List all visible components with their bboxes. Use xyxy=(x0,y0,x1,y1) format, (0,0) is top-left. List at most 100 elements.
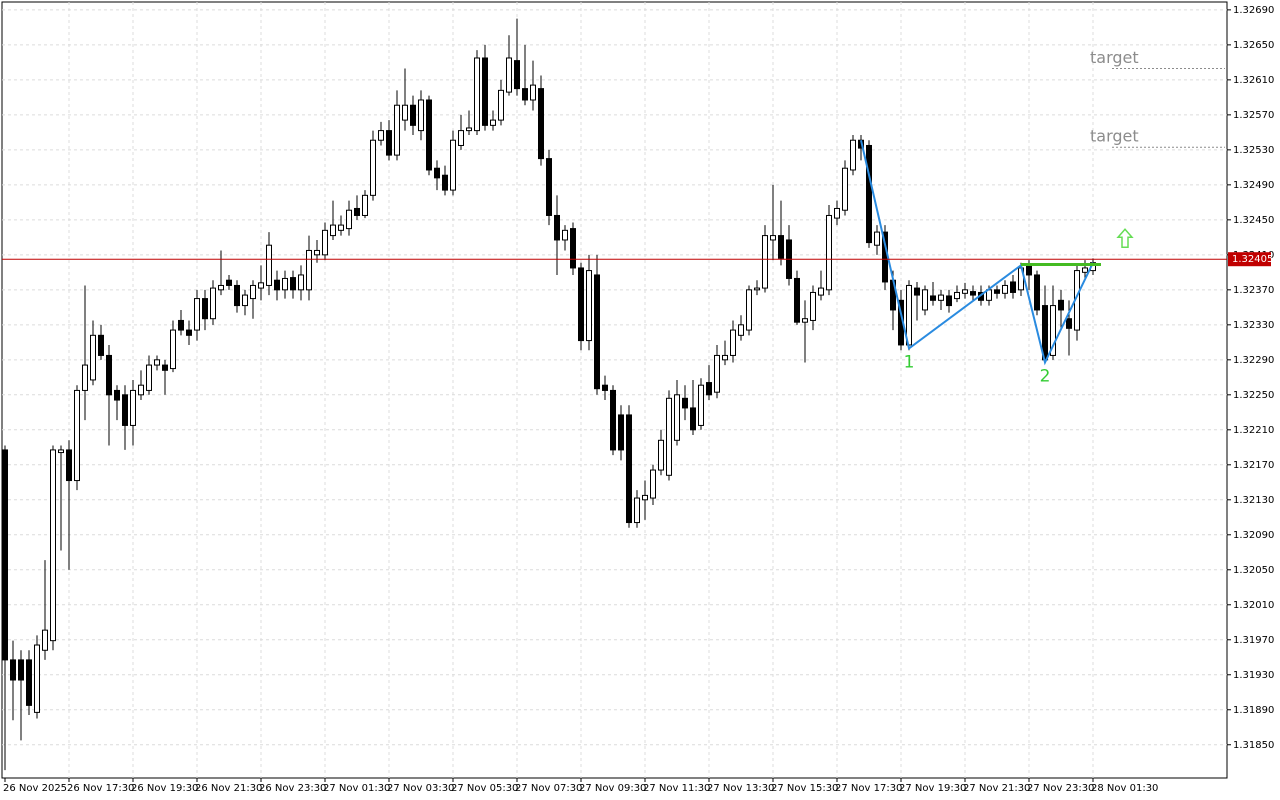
candle-body xyxy=(754,287,760,291)
candle-body xyxy=(586,270,592,342)
y-tick-label: 1.32610 xyxy=(1233,75,1274,86)
target-label: target xyxy=(1090,127,1139,146)
candle-body xyxy=(554,214,560,241)
candle-body xyxy=(658,439,664,471)
candle-body xyxy=(874,231,880,246)
x-tick-label: 28 Nov 01:30 xyxy=(1091,783,1158,794)
candle-body xyxy=(1082,267,1088,273)
candle-body xyxy=(474,57,480,132)
target-label: target xyxy=(1090,48,1139,67)
candle-body xyxy=(378,130,384,141)
candle-body xyxy=(74,389,80,482)
candle-body xyxy=(994,289,1000,294)
x-tick-label: 27 Nov 21:30 xyxy=(963,783,1030,794)
candle-body xyxy=(122,394,128,426)
x-tick-label: 26 Nov 17:30 xyxy=(67,783,134,794)
candle-body xyxy=(18,659,24,681)
candle-body xyxy=(738,324,744,336)
candle-body xyxy=(666,397,672,476)
candle-body xyxy=(642,494,648,501)
x-tick-label: 27 Nov 13:30 xyxy=(707,783,774,794)
price-label-box xyxy=(1228,252,1271,267)
candle-body xyxy=(362,194,368,216)
candle-body xyxy=(346,209,352,230)
x-tick-label: 27 Nov 09:30 xyxy=(579,783,646,794)
candle-body xyxy=(610,389,616,451)
candle-body xyxy=(458,130,464,146)
x-tick-label: 26 Nov 2025 xyxy=(3,783,67,794)
candle-body xyxy=(442,174,448,191)
candle-body xyxy=(1058,299,1064,311)
candle-body xyxy=(106,354,112,396)
candle-body xyxy=(842,167,848,211)
y-tick-label: 1.32490 xyxy=(1233,180,1274,191)
candle-body xyxy=(258,282,264,289)
candle-body xyxy=(778,235,784,259)
candle-body xyxy=(202,298,208,320)
candle-body xyxy=(234,284,240,307)
y-tick-label: 1.32090 xyxy=(1233,530,1274,541)
candle-body xyxy=(906,284,912,346)
candle-body xyxy=(674,394,680,441)
candle-body xyxy=(714,354,720,393)
x-tick-label: 27 Nov 23:30 xyxy=(1027,783,1094,794)
candle-body xyxy=(626,414,632,524)
candle-body xyxy=(634,497,640,524)
candle-body xyxy=(490,119,496,126)
candle-body xyxy=(170,329,176,370)
candle-body xyxy=(962,289,968,294)
candle-body xyxy=(90,334,96,381)
candle-body xyxy=(26,659,32,706)
candle-body xyxy=(1002,284,1008,294)
candle-body xyxy=(826,214,832,291)
candle-body xyxy=(946,295,952,307)
price-label: 1.32405 xyxy=(1232,254,1273,265)
signal-arrow xyxy=(1116,228,1134,248)
candle-body xyxy=(730,329,736,356)
candle-body xyxy=(306,249,312,291)
candle-body xyxy=(466,127,472,132)
candle-body xyxy=(538,88,544,160)
candle-body xyxy=(130,389,136,426)
plot-frame xyxy=(1,1,1228,779)
y-tick-label: 1.31890 xyxy=(1233,705,1274,716)
y-tick-label: 1.32570 xyxy=(1233,110,1274,121)
candle-body xyxy=(498,89,504,121)
candle-body xyxy=(66,449,72,482)
candle-body xyxy=(226,279,232,286)
candle-body xyxy=(594,274,600,390)
candle-body xyxy=(178,319,184,331)
candle-body xyxy=(42,629,48,651)
candle-body xyxy=(114,389,120,401)
candle-body xyxy=(434,167,440,179)
candle-body xyxy=(866,144,872,244)
pattern-label: 1 xyxy=(904,352,915,372)
candle-body xyxy=(746,289,752,331)
y-tick-label: 1.32250 xyxy=(1233,390,1274,401)
candle-body xyxy=(34,644,40,713)
candle-body xyxy=(922,289,928,311)
y-tick-label: 1.32690 xyxy=(1233,5,1274,16)
candle-body xyxy=(578,267,584,342)
y-tick-label: 1.31930 xyxy=(1233,670,1274,681)
y-tick-label: 1.32130 xyxy=(1233,495,1274,506)
y-tick-label: 1.32010 xyxy=(1233,600,1274,611)
y-tick-label: 1.32450 xyxy=(1233,215,1274,226)
x-tick-label: 26 Nov 19:30 xyxy=(131,783,198,794)
candle-body xyxy=(370,139,376,196)
candle-body xyxy=(282,277,288,291)
candle-body xyxy=(210,287,216,320)
candle-body xyxy=(690,407,696,431)
candle-body xyxy=(514,60,520,90)
y-tick-label: 1.32050 xyxy=(1233,565,1274,576)
candle-body xyxy=(770,235,776,241)
candle-body xyxy=(314,249,320,256)
candle-body xyxy=(138,384,144,396)
candle-body xyxy=(338,224,344,231)
candle-body xyxy=(402,104,408,121)
candle-body xyxy=(722,354,728,361)
y-tick-label: 1.31970 xyxy=(1233,635,1274,646)
candle-body xyxy=(522,88,528,101)
candle-body xyxy=(10,659,16,681)
